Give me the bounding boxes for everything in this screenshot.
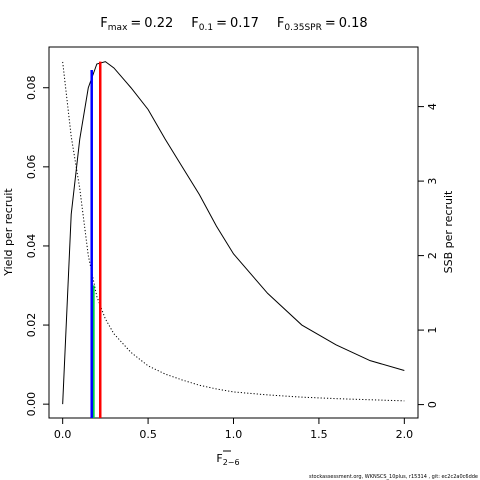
x-label-subscript: 2−6 — [223, 458, 240, 467]
title-relation: = — [325, 16, 336, 31]
series-line — [62, 61, 405, 405]
footer: stockassessment.org, WKNSCS_10plus, r153… — [309, 474, 478, 480]
title-symbol: F — [191, 16, 198, 31]
y2-tick-label: 0 — [426, 401, 439, 408]
y2-tick-label: 4 — [426, 103, 439, 110]
title-relation: = — [130, 16, 141, 31]
x-label-symbol: F — [216, 452, 222, 465]
y2-tick-label: 1 — [426, 327, 439, 334]
x-tick-label: 1.0 — [225, 428, 243, 441]
x-axis-label: F2−6 — [216, 452, 239, 467]
title-value: 0.17 — [230, 16, 259, 31]
title-value: 0.22 — [144, 16, 173, 31]
y-tick-label: 0.00 — [25, 392, 38, 417]
y-tick-label: 0.02 — [25, 313, 38, 338]
x-tick-label: 0.0 — [54, 428, 72, 441]
title-value: 0.18 — [339, 16, 368, 31]
series-line — [62, 61, 405, 402]
y2-tick-label: 3 — [426, 178, 439, 185]
title-subscript: 0.35SPR — [284, 23, 321, 33]
x-tick-label: 0.5 — [139, 428, 157, 441]
y2-tick-label: 2 — [426, 252, 439, 259]
title-subscript: max — [108, 23, 128, 33]
title-relation: = — [216, 16, 227, 31]
y-tick-label: 0.04 — [25, 234, 38, 259]
plot-frame — [48, 46, 419, 419]
y2-axis-label: SSB per recruit — [442, 190, 455, 273]
y-axis-label: Yield per recruit — [2, 188, 15, 277]
title-symbol: F — [277, 16, 284, 31]
x-tick-label: 2.0 — [396, 428, 414, 441]
title-symbol: F — [100, 16, 107, 31]
chart-title: Fmax = 0.22 F0.1 = 0.17 F0.35SPR = 0.18 — [100, 16, 367, 33]
y-tick-label: 0.08 — [25, 75, 38, 100]
title-subscript: 0.1 — [199, 23, 213, 33]
x-tick-label: 1.5 — [310, 428, 328, 441]
y-tick-label: 0.06 — [25, 155, 38, 180]
